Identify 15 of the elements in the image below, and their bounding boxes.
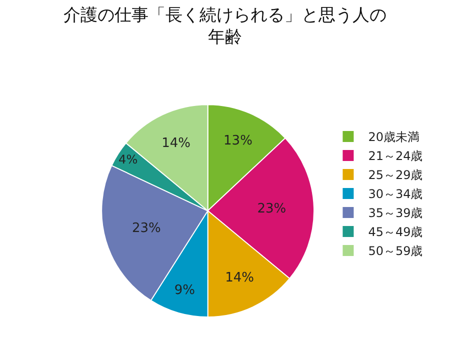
- data-label: 23%: [257, 201, 286, 216]
- data-label: 4%: [118, 152, 138, 166]
- legend-label: 35～39歳: [368, 206, 423, 220]
- chart-title: 介護の仕事「長く続けられる」と思う人の年齢: [64, 5, 386, 48]
- legend-label: 20歳未満: [368, 130, 420, 144]
- data-label: 9%: [174, 283, 195, 298]
- data-label: 14%: [225, 270, 254, 286]
- data-label: 23%: [132, 221, 161, 236]
- data-label: 13%: [224, 134, 252, 149]
- legend-label: 25～29歳: [368, 168, 423, 182]
- legend-label: 50～59歳: [368, 244, 423, 258]
- legend-label: 45～49歳: [368, 225, 423, 240]
- legend-label: 30～34歳: [368, 187, 423, 202]
- legend-label: 21～24歳: [368, 149, 423, 164]
- data-label: 14%: [162, 136, 191, 151]
